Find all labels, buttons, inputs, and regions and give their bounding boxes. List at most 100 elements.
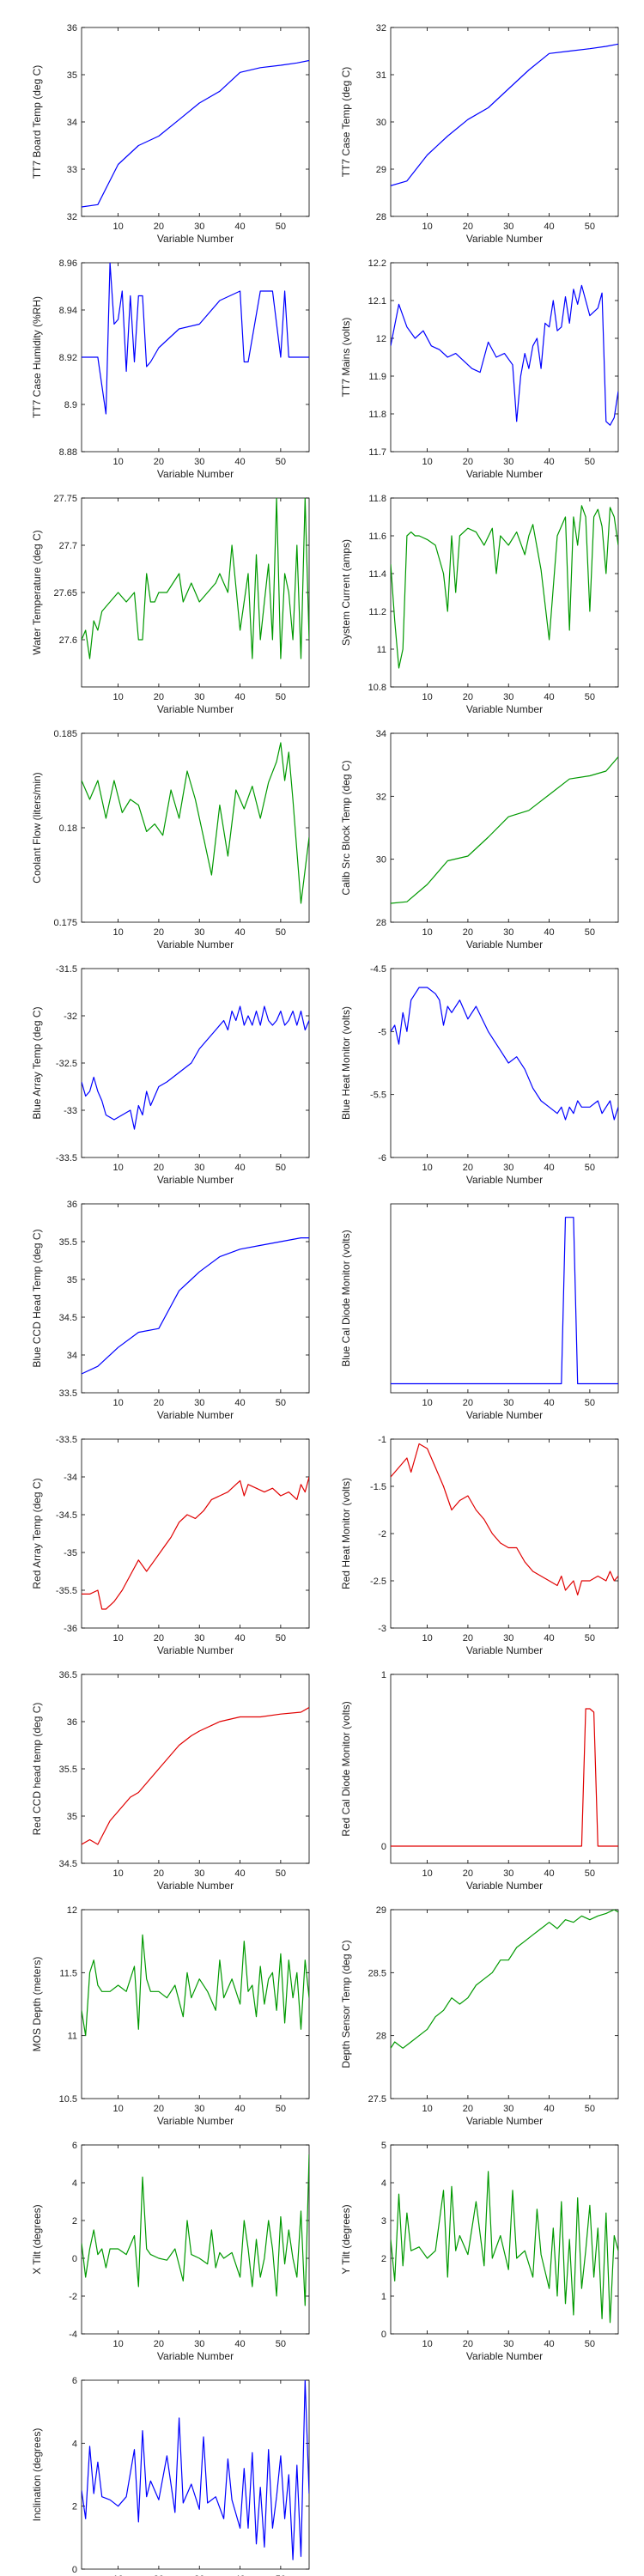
x-tick-label: 10 [112,1633,123,1643]
x-tick-label: 50 [276,1398,286,1408]
y-tick-label: 4 [72,2439,77,2449]
x-tick-label: 10 [112,927,123,938]
y-tick-label: 32 [376,792,386,802]
y-tick-label: -33.5 [56,1435,77,1445]
chart-panel-14: 10 20 30 40 50 -3 -2.5 -2 -1.5 -1 Variable Number R… [340,1435,619,1656]
x-tick-label: 50 [276,2104,286,2114]
x-tick-label: 50 [276,927,286,938]
series-line [391,43,618,186]
x-tick-label: 20 [463,1163,473,1173]
x-tick-label: 50 [585,1868,595,1879]
y-tick-label: 11.8 [368,410,386,420]
x-tick-label: 40 [544,927,554,938]
x-tick-label: 30 [194,692,204,702]
chart-panel-11: 10 20 30 40 50 33.5 34 34.5 35 35.5 36 Variable Num… [31,1200,310,1421]
chart-panel-17: 10 20 30 40 50 10.5 11 11.5 12 Variable Number MOS… [31,1905,310,2127]
y-tick-label: 31 [376,70,386,81]
y-tick-label: 30 [376,118,386,128]
x-tick-label: 10 [112,2104,123,2114]
y-tick-label: -2 [378,1529,386,1540]
series-line [82,742,309,904]
y-tick-label: 27.75 [53,494,77,504]
y-tick-label: -5 [378,1027,386,1037]
y-axis-label: Inclination (degrees) [31,2428,43,2522]
x-tick-label: 40 [544,1163,554,1173]
series-line [82,2154,309,2306]
plot-frame [81,1909,310,2099]
x-axis-label: Variable Number [466,1409,543,1421]
plot-frame [81,27,310,217]
x-axis-label: Variable Number [466,468,543,480]
x-tick-label: 30 [503,1868,513,1879]
y-tick-label: 0 [381,1842,386,1852]
chart-panel-9: 10 20 30 40 50 -33.5 -33 -32.5 -32 -31.5 Variable … [31,964,310,1186]
y-tick-label: 36 [67,1200,77,1210]
y-tick-label: 12.1 [368,296,386,307]
x-tick-label: 30 [194,2104,204,2114]
x-tick-label: 30 [194,457,204,467]
x-tick-label: 10 [422,692,432,702]
x-tick-label: 50 [276,1163,286,1173]
y-tick-label: 0.185 [53,729,77,739]
y-tick-label: 34 [376,729,386,739]
y-tick-label: 1 [381,2292,386,2302]
y-tick-label: -4.5 [370,964,386,975]
y-tick-label: -4 [69,2330,77,2340]
y-tick-label: 2 [72,2502,77,2512]
x-tick-label: 50 [585,222,595,232]
y-tick-label: 11 [68,2032,77,2042]
x-tick-label: 20 [463,692,473,702]
y-axis-label: MOS Depth (meters) [31,1957,43,2052]
chart-panel-7: 10 20 30 40 50 0.175 0.18 0.185 Variable Number C… [31,729,310,951]
x-tick-label: 30 [194,1163,204,1173]
y-tick-label: -34.5 [56,1510,77,1521]
y-tick-label: -33 [64,1106,77,1116]
plot-frame [390,1674,619,1864]
y-tick-label: 11.4 [368,569,386,580]
x-axis-label: Variable Number [466,939,543,951]
y-tick-label: 34 [67,118,77,128]
x-tick-label: 10 [422,1633,432,1643]
series-line [391,1443,618,1596]
y-tick-label: 0 [72,2254,77,2264]
x-axis-label: Variable Number [466,1174,543,1186]
y-tick-label: 36 [67,23,77,33]
x-tick-label: 40 [234,2574,245,2576]
y-tick-label: 27.6 [59,635,77,646]
x-tick-label: 40 [234,222,245,232]
x-tick-label: 30 [503,927,513,938]
x-tick-label: 30 [503,457,513,467]
plot-frame [81,1674,310,1864]
y-tick-label: 6 [72,2141,77,2151]
x-tick-label: 40 [234,2339,245,2349]
chart-panel-10: 10 20 30 40 50 -6 -5.5 -5 -4.5 Variable Number Blu… [340,964,619,1186]
y-tick-label: 28.5 [368,1968,386,1978]
x-tick-label: 20 [463,457,473,467]
x-tick-label: 20 [463,2104,473,2114]
y-tick-label: 1 [381,1670,386,1680]
series-line [391,756,618,904]
chart-panel-5: 10 20 30 40 50 27.6 27.65 27.7 27.75 Variable Num… [31,494,310,715]
series-line [82,1706,309,1845]
y-tick-label: 0 [381,2330,386,2340]
x-tick-label: 20 [154,692,164,702]
x-tick-label: 40 [544,1868,554,1879]
chart-panel-1: 10 20 30 40 50 32 33 34 35 36 Variable Number TT7 B… [31,23,310,245]
x-tick-label: 10 [422,2339,432,2349]
chart-panel-3: 10 20 30 40 50 8.88 8.9 8.92 8.94 8.96 Variable Nu… [31,258,310,480]
x-axis-label: Variable Number [157,2115,234,2127]
chart-panel-8: 10 20 30 40 50 28 30 32 34 Variable Number Calib S… [340,729,619,951]
series-line [391,1910,618,2049]
y-axis-label: TT7 Case Temp (deg C) [340,67,352,178]
x-tick-label: 30 [194,1398,204,1408]
chart-panel-12: 10 20 30 40 50 Variable Number Blue Cal Diode … [340,1203,619,1421]
x-tick-label: 40 [234,2104,245,2114]
y-tick-label: 34.5 [59,1313,77,1323]
x-tick-label: 10 [422,2104,432,2114]
x-axis-label: Variable Number [157,1409,234,1421]
x-axis-label: Variable Number [157,233,234,245]
y-tick-label: -2.5 [370,1577,386,1587]
y-tick-label: 11.5 [59,1968,77,1978]
y-tick-label: 2 [381,2254,386,2264]
x-tick-label: 30 [503,692,513,702]
